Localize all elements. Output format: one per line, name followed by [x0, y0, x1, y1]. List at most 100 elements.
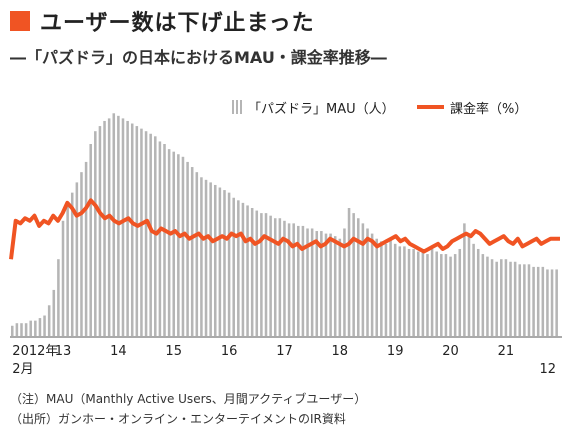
mau-bar: [61, 220, 65, 336]
mau-bar: [370, 233, 374, 336]
x-tick-label: 16: [221, 344, 238, 359]
mau-bar: [527, 264, 531, 336]
title-block: ユーザー数は下げ止まった: [10, 6, 315, 36]
mau-bar: [412, 248, 415, 336]
mau-bar: [486, 256, 489, 336]
x-tick-label: 13: [55, 344, 72, 359]
mau-bar: [195, 172, 199, 336]
mau-bar: [223, 190, 226, 336]
mau-bar: [440, 254, 443, 336]
mau-bar: [34, 320, 37, 336]
mau-bar: [435, 251, 438, 336]
mau-bar: [15, 323, 19, 336]
mau-bar: [167, 149, 171, 336]
mau-bar: [57, 259, 60, 336]
mau-bar: [47, 305, 51, 336]
mau-bar: [94, 131, 97, 336]
mau-bar: [500, 259, 503, 336]
mau-bar: [324, 233, 328, 336]
mau-bar: [20, 323, 23, 336]
x-axis-ticks: 2012年 2月 13 14 15 16 17 18 19 20 21 12: [12, 344, 556, 377]
mau-bar: [38, 318, 42, 336]
mau-bar: [513, 261, 517, 336]
note-text: （注）MAU（Manthly Active Users、月間アクティブユーザー）: [10, 392, 367, 406]
mau-bar: [343, 228, 346, 336]
mau-bar: [204, 179, 208, 336]
chart-subtitle: ―「パズドラ」の日本におけるMAU・課金率推移―: [10, 48, 387, 67]
mau-bar: [546, 269, 549, 336]
mau-bar: [117, 115, 120, 336]
mau-bar: [504, 259, 508, 336]
mau-bar: [463, 223, 466, 336]
mau-bar: [297, 225, 300, 336]
mau-bar: [472, 243, 475, 336]
x-tick-label: 21: [498, 344, 515, 359]
mau-bar: [158, 141, 162, 336]
x-tick-label: 20: [442, 344, 459, 359]
mau-bar: [357, 218, 360, 336]
mau-bar: [103, 120, 106, 337]
mau-bar: [416, 251, 420, 336]
mau-bar: [140, 128, 143, 336]
mau-bar: [403, 246, 406, 336]
mau-bar: [213, 184, 217, 336]
mau-bar: [338, 238, 342, 336]
bar-series: [11, 113, 558, 337]
mau-bar: [476, 248, 480, 336]
mau-bar: [80, 172, 83, 336]
mau-bar: [269, 215, 272, 336]
mau-bar: [135, 126, 139, 336]
mau-bar: [181, 156, 185, 336]
mau-bar: [264, 213, 268, 336]
mau-bar: [421, 251, 425, 336]
rate-line-series: [9, 198, 560, 260]
legend-label-rate: 課金率（%）: [450, 101, 527, 117]
mau-bar: [518, 264, 522, 336]
chart-title: ユーザー数は下げ止まった: [40, 11, 315, 36]
mau-bar: [121, 118, 125, 337]
mau-bar: [532, 266, 535, 336]
mau-bar: [407, 248, 411, 336]
mau-bar: [273, 218, 277, 336]
mau-bar: [43, 315, 46, 336]
mau-bar: [163, 144, 166, 336]
mau-bar: [449, 256, 452, 336]
legend-item-rate: 課金率（%）: [417, 101, 527, 117]
mau-bar: [260, 213, 263, 336]
mau-bar: [227, 192, 231, 336]
mau-bar: [458, 248, 462, 336]
mau-bar: [550, 269, 554, 336]
mau-bar: [149, 133, 152, 336]
mau-bar: [172, 151, 176, 336]
x-tick-label: 2012年: [12, 344, 58, 359]
mau-bar: [481, 254, 485, 336]
mau-bar: [490, 259, 494, 336]
mau-bar: [283, 220, 286, 336]
legend-item-mau: 「パズドラ」MAU（人）: [232, 100, 395, 117]
x-tick-label: 15: [165, 344, 182, 359]
mau-bar: [278, 218, 282, 336]
mau-bar: [255, 210, 259, 336]
mau-bar: [154, 136, 157, 336]
mau-bar: [453, 254, 457, 336]
mau-bar: [144, 131, 148, 336]
mau-bar: [84, 161, 88, 336]
mau-bar: [352, 213, 355, 336]
mau-bar: [66, 202, 69, 336]
mau-bar: [186, 161, 189, 336]
mau-bar: [52, 289, 56, 336]
mau-bar: [389, 238, 392, 336]
mau-bar: [310, 228, 314, 336]
mau-bar: [75, 182, 79, 336]
x-tick-label: 17: [276, 344, 293, 359]
mau-bar: [107, 118, 111, 337]
mau-bar: [555, 269, 558, 336]
mau-bar: [112, 113, 116, 336]
mau-bar: [241, 202, 245, 336]
mau-bar: [89, 144, 92, 336]
mau-bar: [541, 266, 545, 336]
mau-bar: [70, 192, 74, 336]
mau-bar: [24, 323, 28, 336]
mau-bar: [126, 120, 129, 337]
